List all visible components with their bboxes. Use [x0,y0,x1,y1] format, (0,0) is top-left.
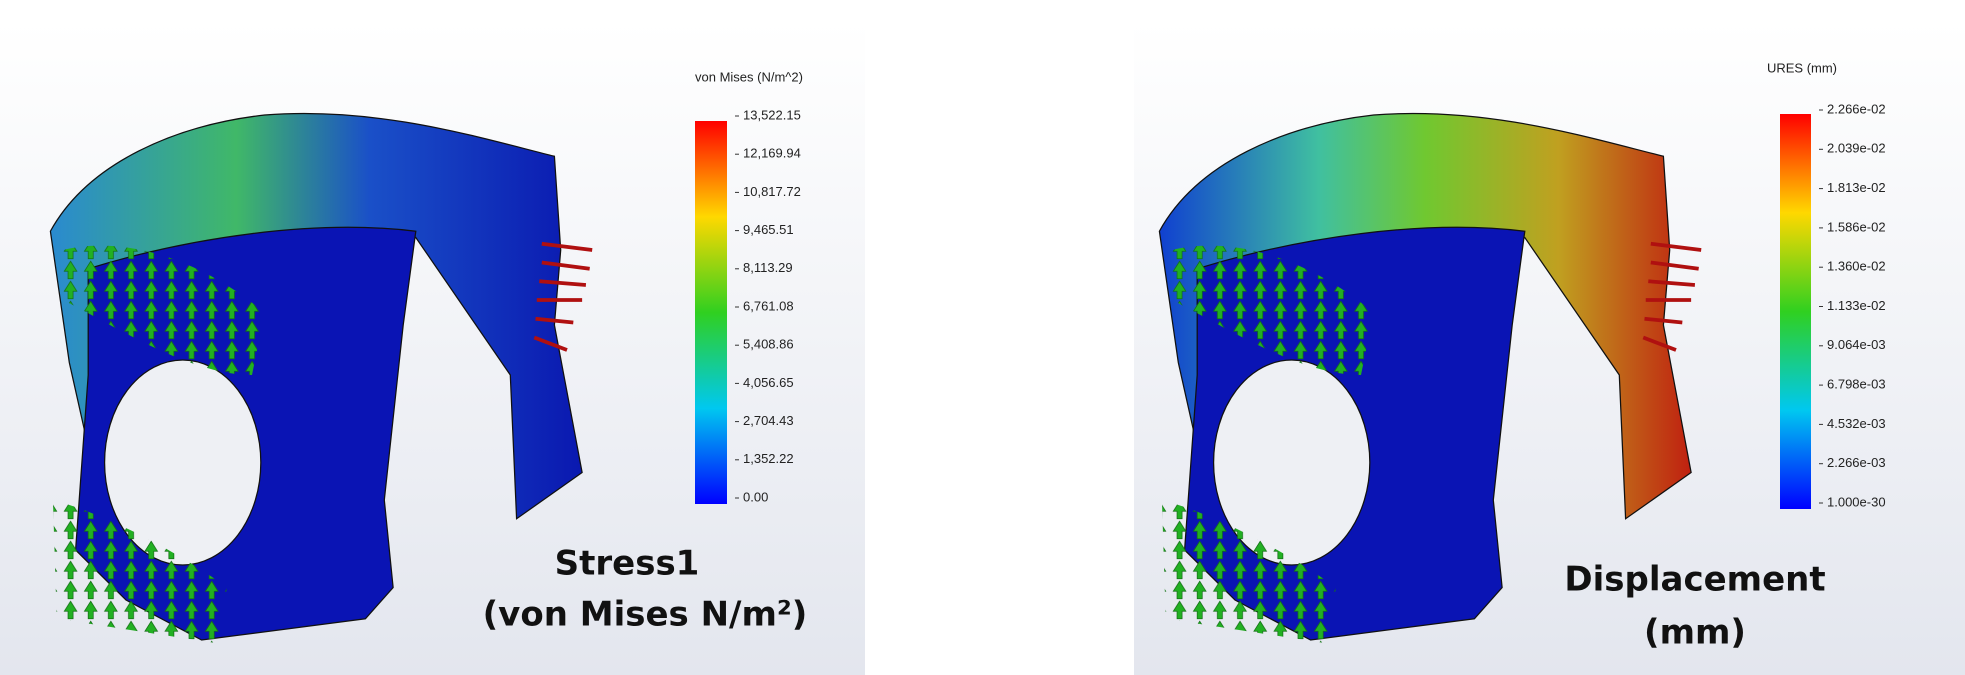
legend-label: 1.586e-02 [1827,219,1886,234]
caption: (von Mises N/m²) [483,595,808,635]
legend-label: 6.798e-03 [1827,377,1886,392]
legend-label: 2.266e-02 [1827,101,1886,116]
legend-label: 2.039e-02 [1827,141,1886,156]
legend-label: 9,465.51 [743,222,794,237]
legend-label: 1.360e-02 [1827,259,1886,274]
legend-label: 2,704.43 [743,413,794,428]
caption: (mm) [1644,613,1746,653]
legend-label: 1.133e-02 [1827,298,1886,313]
legend-label: 12,169.94 [743,146,801,161]
legend-label: 5,408.86 [743,337,794,352]
legend-label: 1.813e-02 [1827,180,1886,195]
screenshot: von Mises (N/m^2) 13,522.15 12,169.94 10,81… [0,0,1965,675]
legend-label: 4,056.65 [743,375,794,390]
color-bar [695,121,727,504]
caption: Displacement [1564,560,1825,600]
color-bar [1780,114,1811,509]
legend-label: 9.064e-03 [1827,337,1886,352]
caption: Stress1 [555,544,700,584]
legend-label: 10,817.72 [743,184,801,199]
legend-label: 4.532e-03 [1827,416,1886,431]
legend-label: 8,113.29 [743,260,793,275]
legend-label: 1,352.22 [743,451,794,466]
legend-title: URES (mm) [1767,60,1837,75]
legend-label: 13,522.15 [743,107,801,122]
legend-label: 6,761.08 [743,298,794,313]
legend-label: 1.000e-30 [1827,494,1886,509]
legend-label: 2.266e-03 [1827,455,1886,470]
legend-label: 0.00 [743,489,768,504]
legend-title: von Mises (N/m^2) [695,69,803,84]
